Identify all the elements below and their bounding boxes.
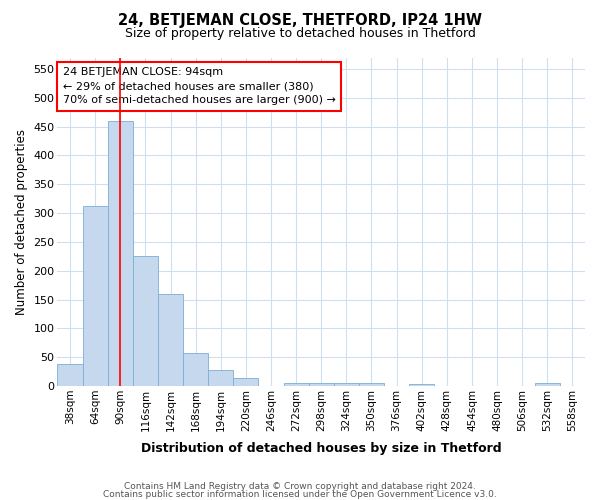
Bar: [359, 383, 384, 386]
Bar: [133, 256, 158, 386]
Bar: [158, 294, 183, 386]
Bar: [308, 383, 334, 386]
Text: Contains HM Land Registry data © Crown copyright and database right 2024.: Contains HM Land Registry data © Crown c…: [124, 482, 476, 491]
Bar: [233, 378, 259, 386]
Text: 24, BETJEMAN CLOSE, THETFORD, IP24 1HW: 24, BETJEMAN CLOSE, THETFORD, IP24 1HW: [118, 12, 482, 28]
Text: 24 BETJEMAN CLOSE: 94sqm
← 29% of detached houses are smaller (380)
70% of semi-: 24 BETJEMAN CLOSE: 94sqm ← 29% of detach…: [63, 68, 335, 106]
Text: Contains public sector information licensed under the Open Government Licence v3: Contains public sector information licen…: [103, 490, 497, 499]
Bar: [409, 384, 434, 386]
Bar: [334, 382, 359, 386]
Bar: [58, 364, 83, 386]
Bar: [108, 121, 133, 386]
Y-axis label: Number of detached properties: Number of detached properties: [15, 128, 28, 314]
Bar: [183, 353, 208, 386]
Bar: [208, 370, 233, 386]
Text: Size of property relative to detached houses in Thetford: Size of property relative to detached ho…: [125, 28, 475, 40]
Bar: [535, 383, 560, 386]
X-axis label: Distribution of detached houses by size in Thetford: Distribution of detached houses by size …: [141, 442, 502, 455]
Bar: [83, 206, 108, 386]
Bar: [284, 383, 308, 386]
